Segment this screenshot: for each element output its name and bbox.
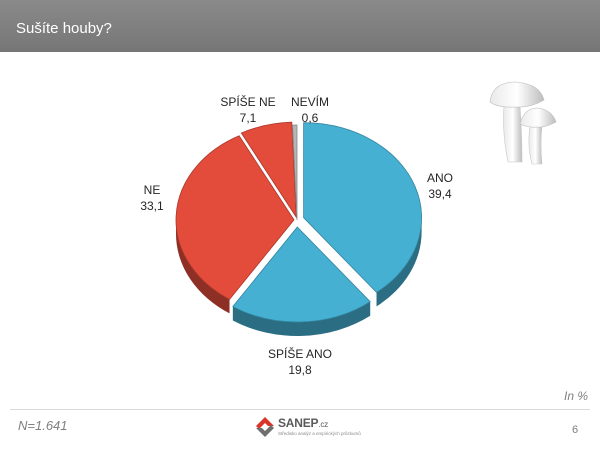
pie-chart: ANO 39,4 SPÍŠE ANO 19,8 NE 33,1 SPÍŠE NE 7,1 NEV…	[140, 94, 453, 377]
pie-slice-side-1	[232, 301, 371, 336]
slice-value-1: 19,8	[288, 363, 312, 377]
slice-label-0: ANO	[427, 171, 453, 185]
pie-slice-side-0	[376, 217, 422, 307]
pie-slice-1	[232, 226, 371, 323]
sample-size-note: N=1.641	[18, 418, 68, 433]
slice-value-0: 39,4	[428, 187, 452, 201]
logo-name: SANEP.cz	[278, 416, 328, 430]
logo-tagline: Středisko analýz a empirických průzkumů	[278, 431, 361, 436]
slice-value-4: 0,6	[302, 111, 319, 125]
footer-divider	[10, 409, 590, 410]
pie-slice-2	[175, 135, 295, 300]
unit-note: In %	[563, 389, 588, 403]
pie-slice-4	[292, 124, 298, 221]
mushroom-icon	[489, 81, 557, 165]
slice-label-1: SPÍŠE ANO	[268, 346, 332, 361]
slice-label-4: NEVÍM	[291, 94, 329, 109]
slice-value-3: 7,1	[240, 111, 257, 125]
page-number: 6	[572, 424, 579, 436]
sanep-logo-mark	[256, 417, 274, 437]
pie-slice-3	[240, 121, 297, 219]
slice-value-2: 33,1	[140, 199, 164, 213]
slice-label-3: SPÍŠE NE	[220, 94, 275, 109]
sanep-logo: SANEP.cz Středisko analýz a empirických …	[255, 414, 365, 442]
slide-title: Sušíte houby?	[16, 20, 112, 37]
pie-slice-side-2	[176, 219, 230, 314]
pie-slice-0	[303, 122, 423, 293]
slice-label-2: NE	[144, 183, 161, 197]
slide-header: Sušíte houby?	[0, 0, 600, 52]
